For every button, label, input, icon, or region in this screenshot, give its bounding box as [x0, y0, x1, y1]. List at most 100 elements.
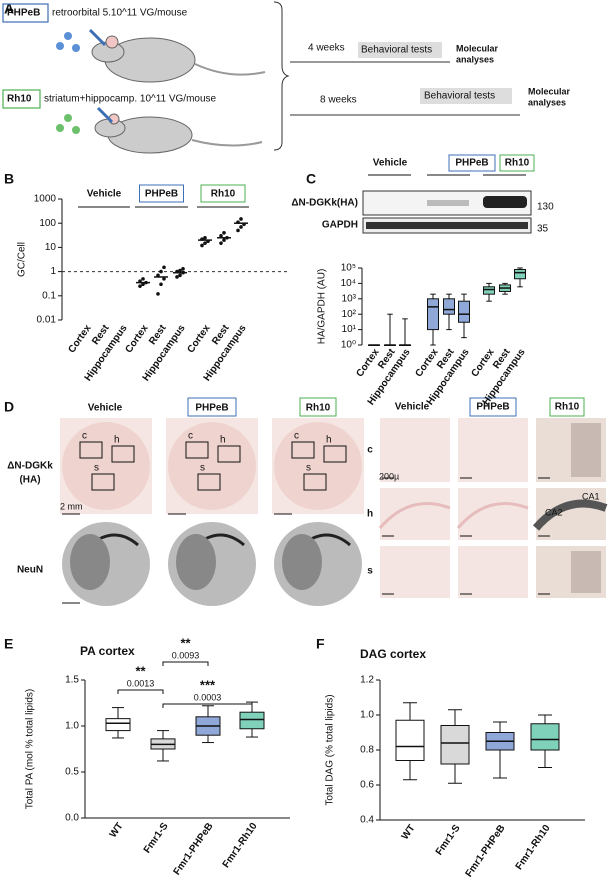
- box: [105, 718, 131, 732]
- data-point: [181, 267, 185, 271]
- subfield-label: CA1: [582, 491, 600, 501]
- route: retroorbital 5.10^11 VG/mouse: [52, 8, 188, 19]
- p-value: 0.0093: [172, 650, 200, 660]
- blot-row-label: ΔN-DGKk(HA): [291, 198, 358, 209]
- y-tick-label: 0.1: [42, 290, 56, 301]
- y-tick-label: 1.0: [65, 721, 79, 732]
- y-axis-label: GC/Cell: [17, 242, 28, 277]
- tile: [380, 418, 450, 482]
- stain-label: NeuN: [17, 565, 43, 576]
- section: [62, 422, 150, 510]
- panel-letter: B: [4, 171, 14, 187]
- y-tick-label: 0.4: [360, 815, 374, 826]
- data-point: [219, 234, 223, 238]
- blot: [362, 190, 532, 234]
- data-point: [156, 292, 160, 296]
- mouse-illustration: [56, 106, 263, 154]
- mouse-illustration: [56, 28, 266, 83]
- stain-label: (HA): [19, 475, 40, 486]
- y-tick-label: 10¹: [342, 324, 357, 335]
- y-tick-label: 10²: [342, 309, 357, 320]
- y-tick-label: 1000: [34, 194, 57, 205]
- data-point: [222, 231, 226, 235]
- tile: [458, 546, 528, 598]
- tile: [458, 418, 528, 482]
- tests: Behavioral tests: [361, 45, 432, 56]
- cortex: [282, 534, 322, 590]
- data-point: [159, 269, 163, 274]
- panel-letter: C: [306, 171, 316, 187]
- comparison-bracket: [162, 661, 209, 666]
- x-tick-label: Fmr1-Rh10: [221, 821, 260, 870]
- vector-name: PHPeB: [7, 8, 40, 19]
- section: [168, 422, 256, 510]
- tile: [380, 488, 450, 540]
- group-label: Vehicle: [87, 189, 122, 200]
- region-box: [291, 441, 315, 459]
- x-tick-label: WT: [108, 821, 126, 840]
- vector-box: [2, 3, 49, 23]
- endpoint: Molecular: [528, 86, 571, 96]
- y-tick-label: 0.0: [65, 813, 79, 824]
- box: [530, 723, 560, 751]
- y-tick-label: 10⁵: [341, 263, 356, 274]
- x-tick-label: Cortex: [185, 323, 212, 356]
- p-value: 0.0013: [127, 678, 155, 688]
- region-label: c: [82, 431, 87, 442]
- group-box: [200, 184, 246, 203]
- vector-name: Rh10: [7, 94, 32, 105]
- panel-letter: D: [4, 399, 14, 415]
- bracket: [273, 1, 290, 151]
- cortex: [176, 534, 216, 590]
- region-label: h: [114, 435, 120, 446]
- region-box: [111, 445, 135, 463]
- p-value: 0.0003: [194, 692, 222, 702]
- mw-marker: 35: [537, 224, 549, 235]
- data-point: [138, 284, 142, 288]
- y-tick-label: 1.2: [360, 675, 374, 686]
- y-tick-label: 1: [50, 266, 56, 277]
- scale-label: 2 mm: [60, 501, 83, 511]
- y-tick-label: 0.5: [65, 767, 79, 778]
- data-point: [239, 217, 243, 221]
- endpoint: Molecular: [456, 43, 499, 53]
- x-tick-label: WT: [400, 823, 418, 842]
- staining: [571, 423, 601, 477]
- region-box: [79, 441, 103, 459]
- timeline: [290, 42, 520, 116]
- stain-label: ΔN-DGKk: [7, 461, 53, 472]
- column-label: Rh10: [555, 402, 580, 413]
- region-label: s: [306, 463, 311, 474]
- group-box: [448, 154, 496, 172]
- significance: **: [135, 663, 146, 678]
- tile: [458, 488, 528, 540]
- cell-layer: [456, 502, 529, 529]
- data-point: [200, 243, 204, 248]
- column-box: [469, 397, 517, 417]
- region-box: [217, 445, 241, 463]
- x-tick-label: Fmr1-S: [142, 821, 171, 856]
- mw-marker: 130: [537, 202, 554, 213]
- x-tick-label: Fmr1-Rh10: [514, 823, 553, 872]
- tests: Behavioral tests: [424, 91, 495, 102]
- x-tick-label: Fmr1-PHPeB: [172, 821, 216, 877]
- chart-title: DAG cortex: [360, 647, 426, 661]
- y-tick-label: 0.6: [360, 780, 374, 791]
- row-label: h: [367, 509, 373, 520]
- x-tick-label: Fmr1-PHPeB: [464, 823, 508, 879]
- data-point: [239, 225, 243, 229]
- comparison-bracket: [162, 703, 253, 708]
- column-label: PHPeB: [195, 403, 228, 414]
- region-box: [185, 441, 209, 459]
- data-point: [162, 277, 166, 281]
- row-label: c: [367, 445, 373, 456]
- panel-letter: E: [4, 636, 13, 652]
- duration: 8 weeks: [320, 95, 357, 106]
- x-tick-label: Cortex: [66, 323, 93, 356]
- column-box: [299, 397, 337, 417]
- region-label: c: [294, 431, 299, 442]
- y-axis-label: Total PA (mol % total lipids): [25, 689, 36, 809]
- group-label: Rh10: [211, 189, 236, 200]
- y-tick-label: 100: [39, 218, 56, 229]
